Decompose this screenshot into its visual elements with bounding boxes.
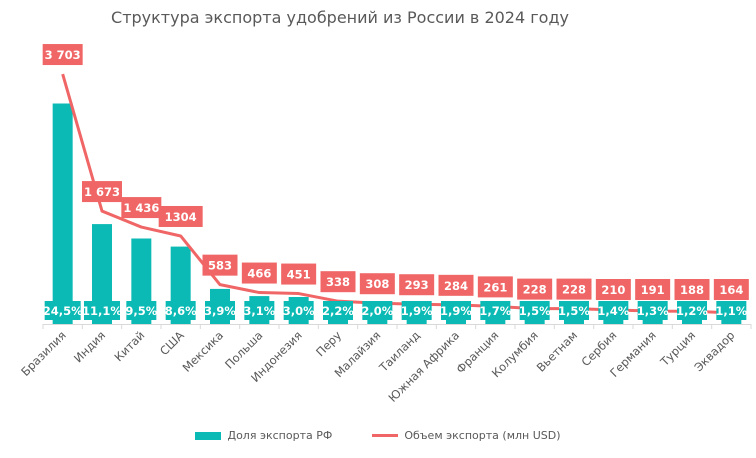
category-label: Южная Африка <box>385 328 462 405</box>
line-label-box <box>82 181 122 203</box>
line-data-label: 293 <box>405 278 429 292</box>
bar-data-label: 3,9% <box>204 304 236 318</box>
category-label: Эквадор <box>691 328 737 374</box>
line-data-label: 1 436 <box>123 201 159 215</box>
line-data-label: 191 <box>641 283 665 297</box>
chart-title: Структура экспорта удобрений из России в… <box>111 8 569 27</box>
bar-label-box <box>165 301 196 320</box>
category-label: Индия <box>71 328 108 365</box>
legend-item-share: Доля экспорта РФ <box>195 429 332 442</box>
line-data-label: 466 <box>247 267 271 281</box>
bar-label-box <box>716 301 747 320</box>
bar-label-box <box>84 301 120 320</box>
line-data-label: 583 <box>208 259 232 273</box>
line-label-box <box>713 279 749 300</box>
category-label: США <box>157 328 187 358</box>
line-label-box <box>158 205 203 227</box>
bar-data-label: 1,1% <box>715 304 747 318</box>
bar-data-label: 1,9% <box>401 304 433 318</box>
line-label-box <box>595 279 631 300</box>
line-data-label: 3 703 <box>45 48 81 62</box>
line-label-box <box>517 278 553 300</box>
line-label-box <box>281 263 317 285</box>
bar-data-label: 1,2% <box>676 304 708 318</box>
line-series <box>61 73 732 315</box>
bar-label-box <box>44 301 81 320</box>
bar-data-label: 3,0% <box>283 304 315 318</box>
category-label: Мексика <box>180 328 226 374</box>
line-data-label: 228 <box>562 283 586 297</box>
bar-label-box <box>441 301 471 320</box>
bar-label-box <box>598 301 629 320</box>
bar-label-box <box>637 301 668 320</box>
line-data-label: 308 <box>365 277 389 291</box>
bar-data-label: 1,5% <box>558 304 590 318</box>
line-label-box <box>674 279 710 300</box>
line-data-label: 1304 <box>165 210 197 224</box>
line-data-label: 261 <box>483 280 507 294</box>
line-data-label: 164 <box>719 283 743 297</box>
bar-label-box <box>480 301 511 320</box>
bar-label-box <box>559 301 589 320</box>
line-label-box <box>438 274 474 296</box>
bar-label-box <box>283 301 314 320</box>
bar <box>52 103 73 324</box>
bar-data-label: 9,5% <box>125 304 157 318</box>
legend-label: Объем экспорта (млн USD) <box>404 429 561 442</box>
bar-label-box <box>401 301 432 320</box>
legend-swatch-bar <box>195 431 222 440</box>
line-label-box <box>42 44 83 66</box>
bar-data-label: 3,1% <box>243 304 275 318</box>
line-data-label: 228 <box>523 283 547 297</box>
bar-data-label: 1,3% <box>637 304 669 318</box>
bar-data-label: 2,0% <box>361 304 393 318</box>
line-label-box <box>320 271 356 293</box>
bar-label-box <box>205 301 235 320</box>
line-data-label: 188 <box>680 283 704 297</box>
bar-data-label: 8,6% <box>165 304 197 318</box>
line-data-label: 338 <box>326 275 350 289</box>
bar-data-label: 1,4% <box>597 304 629 318</box>
legend-item-volume: Объем экспорта (млн USD) <box>372 429 561 442</box>
line-label-box <box>121 197 162 219</box>
bar-label-box <box>244 301 275 320</box>
legend: Доля экспорта РФ Объем экспорта (млн USD… <box>0 429 756 442</box>
bar-data-label: 1,5% <box>519 304 551 318</box>
line-label-box <box>241 262 277 284</box>
category-label: Бразилия <box>18 328 69 379</box>
line-data-label: 451 <box>287 268 311 282</box>
bar-label-box <box>126 301 157 320</box>
line-data-label: 1 673 <box>84 185 120 199</box>
legend-swatch-line <box>372 434 399 437</box>
bar-label-box <box>677 301 707 320</box>
line-label-box <box>399 274 435 296</box>
line-label-box <box>635 279 671 300</box>
bar-data-label: 1,7% <box>479 304 511 318</box>
line-label-box <box>359 273 395 295</box>
bar-data-label: 1,9% <box>440 304 472 318</box>
bar <box>92 224 112 324</box>
line-label-box <box>202 254 238 276</box>
category-label: Китай <box>111 328 147 364</box>
category-label: Перу <box>313 328 344 359</box>
line-data-label: 284 <box>444 279 468 293</box>
bar-data-label: 24,5% <box>43 304 83 318</box>
line-data-label: 210 <box>601 283 625 297</box>
legend-label: Доля экспорта РФ <box>227 429 333 442</box>
bar-label-box <box>519 301 550 320</box>
bar-label-box <box>323 301 353 320</box>
category-label: Вьетнам <box>534 328 580 374</box>
bar-data-label: 2,2% <box>322 304 354 318</box>
bar-data-label: 11,1% <box>82 304 122 318</box>
line-label-box <box>477 276 513 298</box>
line-label-box <box>556 278 592 300</box>
bar-label-box <box>362 301 393 320</box>
